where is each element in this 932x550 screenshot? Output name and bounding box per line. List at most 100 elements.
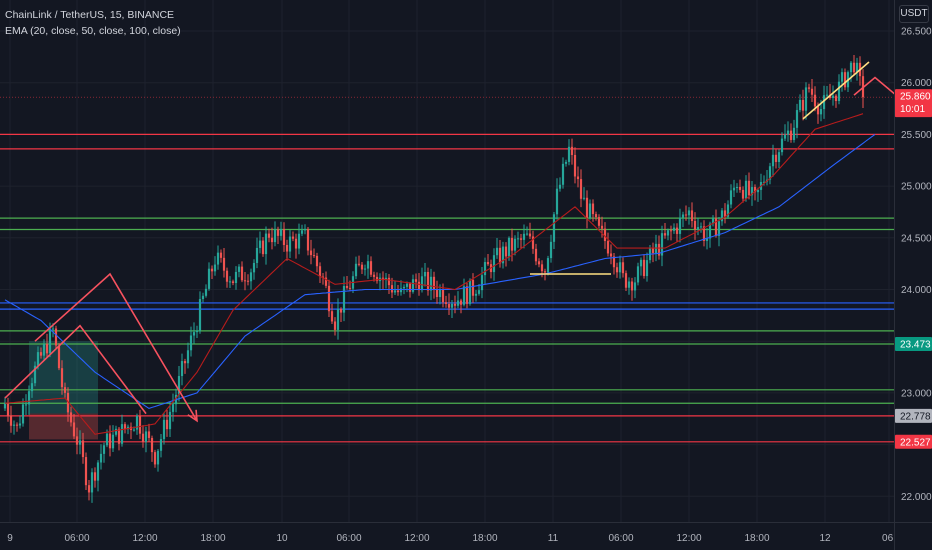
candle-down xyxy=(432,276,436,290)
price-badge xyxy=(895,336,932,351)
time-tick-label: 06:00 xyxy=(64,533,89,544)
candle-down xyxy=(276,229,280,236)
symbol-title[interactable]: ChainLink / TetherUS, 15, BINANCE xyxy=(5,9,175,21)
candle-up xyxy=(645,260,649,277)
candle-down xyxy=(87,485,91,493)
candle-up xyxy=(201,295,205,300)
candle-up xyxy=(708,223,712,239)
indicator-legend[interactable]: EMA (20, close, 50, close, 100, close) xyxy=(5,25,181,37)
candle-down xyxy=(153,452,157,465)
candle-up xyxy=(252,262,256,273)
candle-down xyxy=(663,233,667,236)
candle-up xyxy=(159,439,163,451)
trend-line-2[interactable] xyxy=(802,61,870,120)
candle-up xyxy=(354,263,358,277)
candle-up xyxy=(795,110,799,128)
candle-up xyxy=(126,426,130,430)
candle-up xyxy=(687,210,691,216)
projection-path-2[interactable] xyxy=(4,324,147,415)
candle-down xyxy=(591,203,595,215)
candle-down xyxy=(324,277,328,286)
projection-path-3[interactable] xyxy=(853,21,932,140)
candle-down xyxy=(453,303,457,306)
candle-down xyxy=(66,392,70,413)
candle-up xyxy=(705,238,709,241)
candle-up xyxy=(288,236,292,252)
ema-20-line xyxy=(4,113,864,435)
candle-up xyxy=(507,237,511,257)
currency-unit-button[interactable]: USDT xyxy=(899,5,929,23)
candle-down xyxy=(375,276,379,282)
candle-up xyxy=(750,187,754,196)
candle-down xyxy=(327,285,331,312)
candle-up xyxy=(696,227,700,230)
candle-up xyxy=(234,271,238,284)
candle-down xyxy=(789,130,793,140)
candle-up xyxy=(213,264,217,272)
projection-path-1[interactable] xyxy=(34,272,198,423)
candle-up xyxy=(420,276,424,291)
candle-up xyxy=(462,286,466,305)
candle-up xyxy=(207,268,211,289)
candle-up xyxy=(456,300,460,306)
candle-up xyxy=(402,286,406,289)
candle-up xyxy=(450,303,454,308)
candle-down xyxy=(573,154,577,177)
candle-down xyxy=(609,253,613,257)
candle-up xyxy=(102,445,106,454)
candle-up xyxy=(264,233,268,255)
candle-down xyxy=(738,186,742,190)
candle-down xyxy=(75,436,79,445)
candle-up xyxy=(144,431,148,442)
candle-down xyxy=(339,308,343,313)
candle-up xyxy=(237,266,241,272)
candle-up xyxy=(756,189,760,193)
candle-down xyxy=(774,154,778,162)
time-axis[interactable] xyxy=(0,523,932,550)
candle-down xyxy=(843,72,847,88)
candle-down xyxy=(6,403,10,416)
price-tick-label: 23.000 xyxy=(901,388,932,399)
candle-down xyxy=(498,247,502,264)
candle-up xyxy=(777,152,781,162)
candle-up xyxy=(255,247,259,263)
candle-up xyxy=(120,424,124,444)
candle-up xyxy=(735,186,739,188)
candle-down xyxy=(441,289,445,303)
candle-up xyxy=(438,289,442,298)
time-tick-label: 12:00 xyxy=(132,533,157,544)
candle-down xyxy=(417,281,421,291)
candle-down xyxy=(285,244,289,252)
candle-down xyxy=(606,241,610,254)
candle-up xyxy=(405,283,409,287)
time-tick-label: 10 xyxy=(276,533,288,544)
candle-down xyxy=(534,248,538,262)
candle-up xyxy=(555,188,559,215)
candle-down xyxy=(579,179,583,199)
candle-down xyxy=(243,280,247,282)
candle-down xyxy=(801,99,805,111)
candle-up xyxy=(48,328,52,354)
candle-up xyxy=(564,161,568,164)
candle-down xyxy=(465,286,469,304)
candle-down xyxy=(543,271,547,273)
candle-down xyxy=(54,328,58,346)
horizontal-levels[interactable] xyxy=(0,96,894,443)
candle-down xyxy=(318,266,322,277)
candle-up xyxy=(762,181,766,183)
candle-up xyxy=(618,262,622,273)
candle-up xyxy=(855,62,859,73)
ema-50-line xyxy=(4,133,876,410)
candle-down xyxy=(369,261,373,275)
candle-up xyxy=(33,365,37,384)
long-position-stop-zone[interactable] xyxy=(29,413,98,440)
candle-down xyxy=(834,95,838,101)
candle-up xyxy=(42,344,46,356)
candle-up xyxy=(525,233,529,235)
candle-up xyxy=(21,404,25,424)
candle-down xyxy=(84,457,88,486)
projection-line xyxy=(853,76,932,134)
candle-up xyxy=(51,328,55,330)
